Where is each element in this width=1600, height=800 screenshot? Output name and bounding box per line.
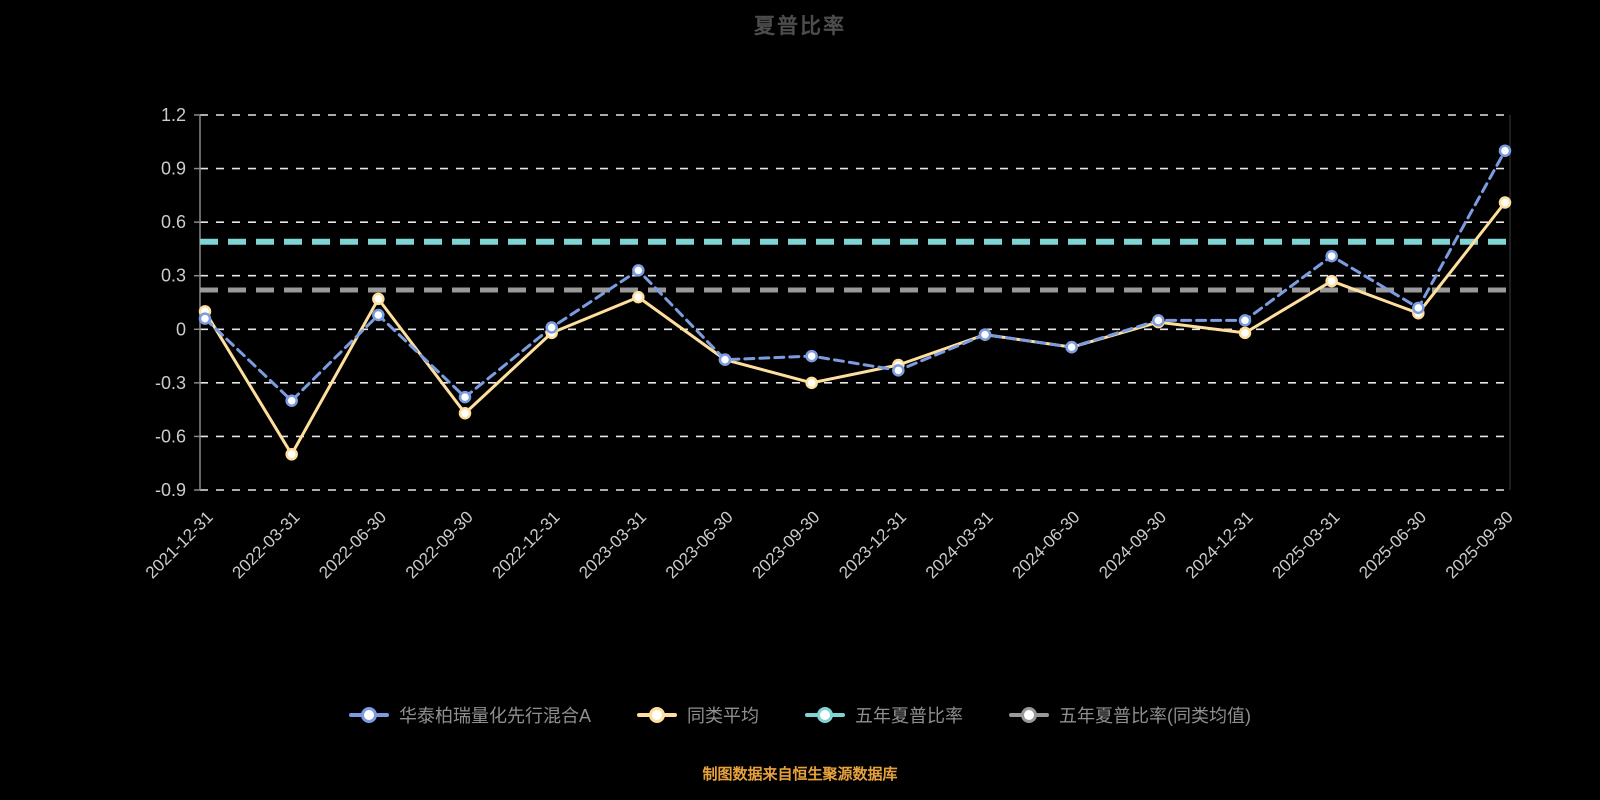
data-point-marker	[805, 349, 818, 363]
y-axis-label: 0.6	[161, 212, 186, 232]
series-line	[203, 149, 1507, 403]
data-point-marker	[632, 290, 645, 304]
legend-item[interactable]: 华泰柏瑞量化先行混合A	[348, 702, 591, 728]
x-axis-label: 2024-03-31	[922, 507, 997, 582]
x-axis-label: 2024-06-30	[1009, 507, 1084, 582]
data-point-marker	[805, 376, 818, 390]
data-point-marker	[285, 448, 298, 461]
chart-title: 夏普比率	[754, 15, 846, 38]
legend-item[interactable]: 五年夏普比率(同类均值)	[1009, 702, 1251, 728]
legend-dot-icon	[649, 707, 665, 723]
legend-label: 五年夏普比率	[855, 706, 963, 726]
legend-dot-icon	[817, 707, 833, 723]
legend-line-circle-icon	[805, 707, 845, 723]
data-point-marker	[458, 390, 472, 404]
y-axis-label: 0	[176, 319, 186, 339]
data-point-marker	[718, 353, 732, 366]
x-axis-label: 2023-03-31	[575, 507, 650, 582]
data-point-marker	[1238, 326, 1252, 340]
y-axis-labels: -0.9 -0.6 -0.3 0 0.3 0.6 0.9 1.2	[155, 105, 186, 500]
data-point-marker	[1412, 301, 1425, 315]
legend-line-circle-icon	[637, 707, 677, 723]
data-point-marker	[285, 394, 298, 407]
data-point-marker	[458, 406, 472, 420]
x-axis-label: 2024-09-30	[1095, 507, 1170, 582]
x-axis-label: 2022-03-31	[229, 507, 304, 582]
legend-dot-icon	[360, 707, 377, 723]
legend-item[interactable]: 同类平均	[637, 702, 759, 728]
legend-line-circle-icon	[348, 707, 389, 723]
gridlines	[194, 114, 1510, 491]
y-axis-label: -0.6	[155, 426, 186, 446]
data-point-marker	[1152, 314, 1165, 327]
data-point-marker	[1238, 314, 1252, 327]
data-point-marker	[892, 364, 905, 377]
data-point-marker	[198, 312, 212, 325]
x-axis-labels: 2021-12-31 2022-03-31 2022-06-30 2022-09-30…	[142, 507, 1517, 582]
data-point-marker	[1498, 196, 1512, 209]
data-source-note: 制图数据来自恒生聚源数据库	[702, 766, 898, 783]
legend-label: 华泰柏瑞量化先行混合A	[398, 706, 591, 726]
data-point-marker	[372, 308, 385, 322]
legend-dot-icon	[1021, 707, 1037, 723]
y-axis-label: 0.9	[161, 159, 186, 179]
data-point-marker	[1325, 249, 1338, 263]
x-axis-label: 2023-09-30	[749, 507, 824, 582]
legend-label: 同类平均	[687, 706, 759, 726]
x-axis-label: 2023-12-31	[835, 507, 910, 582]
legend-label: 五年夏普比率(同类均值)	[1059, 706, 1251, 726]
y-axis-label: -0.3	[155, 373, 186, 393]
x-axis-label: 2022-12-31	[489, 507, 564, 582]
y-axis-label: -0.9	[155, 480, 186, 500]
x-axis-label: 2024-12-31	[1182, 507, 1257, 582]
y-axis-label: 1.2	[161, 105, 186, 125]
data-point-marker	[545, 321, 558, 334]
legend-line-circle-icon	[1009, 707, 1049, 723]
data-point-marker	[1498, 144, 1512, 157]
legend-item[interactable]: 五年夏普比率	[805, 702, 963, 728]
data-point-marker	[978, 328, 992, 341]
x-axis-label: 2021-12-31	[142, 507, 217, 582]
data-point-marker	[1065, 340, 1078, 354]
data-point-marker	[1325, 274, 1338, 288]
chart-legend: 华泰柏瑞量化先行混合A 同类平均 五年夏普比率 五年夏普比率(同类均值)	[0, 702, 1600, 728]
data-point-marker	[372, 292, 385, 306]
data-point-marker	[632, 264, 645, 277]
x-axis-label: 2025-09-30	[1442, 507, 1517, 582]
x-axis-label: 2023-06-30	[662, 507, 737, 582]
x-axis-label: 2025-06-30	[1355, 507, 1430, 582]
x-axis-label: 2025-03-31	[1269, 507, 1344, 582]
x-axis-label: 2022-09-30	[402, 507, 477, 582]
y-axis-label: 0.3	[161, 266, 186, 286]
x-axis-label: 2022-06-30	[315, 507, 390, 582]
